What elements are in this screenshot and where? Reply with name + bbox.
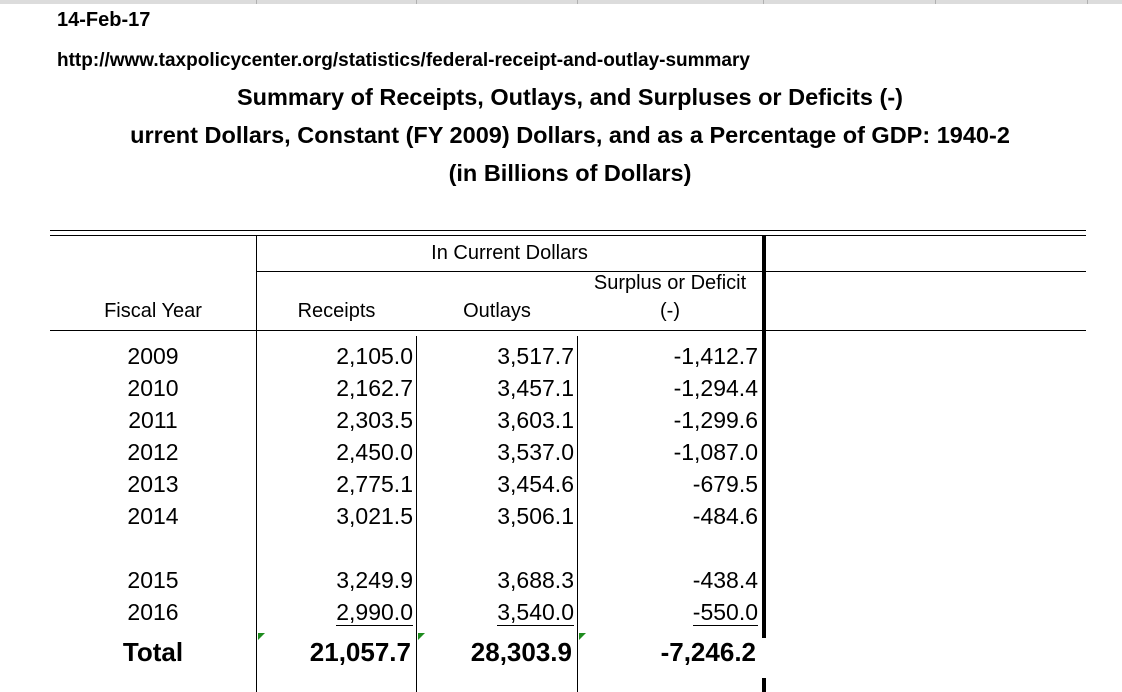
total-receipts[interactable]: 21,057.7 <box>309 637 411 667</box>
cell-surplus: -550.0 <box>692 599 758 626</box>
cell-surplus-wrapper[interactable]: -1,294.4 <box>578 375 758 401</box>
cell-receipts: 2,105.0 <box>336 343 413 369</box>
table-top-border <box>50 230 1086 231</box>
cell-outlays-wrapper[interactable]: 3,540.0 <box>417 599 574 626</box>
receipts-column-border <box>416 336 417 692</box>
cell-outlays-wrapper[interactable]: 3,506.1 <box>417 503 574 529</box>
report-units[interactable]: (in Billions of Dollars) <box>448 160 692 186</box>
group-header-rule <box>257 271 1086 272</box>
cell-outlays-wrapper[interactable]: 3,517.7 <box>417 343 574 369</box>
cell-receipts: 2,450.0 <box>336 439 413 465</box>
cell-year-wrapper[interactable]: 2009 <box>50 343 256 369</box>
cell-surplus-wrapper[interactable]: -550.0 <box>578 599 758 626</box>
cell-year: 2012 <box>127 439 179 465</box>
cell-surplus-wrapper[interactable]: -438.4 <box>578 567 758 593</box>
column-divider <box>935 0 936 4</box>
cell-outlays: 3,517.7 <box>497 343 574 369</box>
column-divider <box>763 0 764 4</box>
cell-surplus-wrapper[interactable]: -1,412.7 <box>578 343 758 369</box>
cell-surplus: -484.6 <box>692 503 758 529</box>
cell-year: 2014 <box>127 503 179 529</box>
surplus-column-border-thick <box>762 678 766 692</box>
column-divider <box>577 0 578 4</box>
formula-indicator-icon <box>579 633 586 640</box>
cell-receipts: 2,162.7 <box>336 375 413 401</box>
cell-surplus: -1,412.7 <box>673 343 758 369</box>
cell-receipts-wrapper[interactable]: 2,775.1 <box>257 471 413 497</box>
cell-receipts: 3,249.9 <box>336 567 413 593</box>
cell-year-wrapper[interactable]: 2016 <box>50 599 256 625</box>
report-title[interactable]: Summary of Receipts, Outlays, and Surplu… <box>237 84 903 110</box>
total-label[interactable]: Total <box>122 637 184 667</box>
surplus-column-border-thick <box>762 236 766 638</box>
cell-receipts-wrapper[interactable]: 2,450.0 <box>257 439 413 465</box>
cell-outlays: 3,688.3 <box>497 567 574 593</box>
cell-year: 2013 <box>127 471 179 497</box>
total-surplus[interactable]: -7,246.2 <box>660 637 756 667</box>
cell-surplus-wrapper[interactable]: -484.6 <box>578 503 758 529</box>
cell-outlays-wrapper[interactable]: 3,688.3 <box>417 567 574 593</box>
report-subtitle[interactable]: urrent Dollars, Constant (FY 2009) Dolla… <box>130 122 1010 148</box>
formula-indicator-icon <box>258 633 265 640</box>
cell-year-wrapper[interactable]: 2013 <box>50 471 256 497</box>
cell-surplus-wrapper[interactable]: -679.5 <box>578 471 758 497</box>
cell-receipts-wrapper[interactable]: 2,990.0 <box>257 599 413 626</box>
report-date[interactable]: 14-Feb-17 <box>57 9 151 31</box>
cell-outlays-wrapper[interactable]: 3,537.0 <box>417 439 574 465</box>
header-bottom-rule <box>50 330 1086 331</box>
formula-indicator-icon <box>418 633 425 640</box>
cell-outlays-wrapper[interactable]: 3,454.6 <box>417 471 574 497</box>
cell-outlays-wrapper[interactable]: 3,457.1 <box>417 375 574 401</box>
cell-receipts: 2,775.1 <box>336 471 413 497</box>
cell-outlays: 3,540.0 <box>497 599 574 626</box>
cell-year-wrapper[interactable]: 2010 <box>50 375 256 401</box>
group-header-current-dollars[interactable]: In Current Dollars <box>431 242 588 264</box>
cell-outlays: 3,454.6 <box>497 471 574 497</box>
cell-outlays-wrapper[interactable]: 3,603.1 <box>417 407 574 433</box>
total-outlays[interactable]: 28,303.9 <box>470 637 572 667</box>
year-column-border <box>256 236 257 692</box>
cell-surplus: -1,299.6 <box>673 407 758 433</box>
cell-receipts-wrapper[interactable]: 3,249.9 <box>257 567 413 593</box>
cell-year: 2015 <box>127 567 179 593</box>
header-outlays[interactable]: Outlays <box>463 300 531 322</box>
cell-receipts-wrapper[interactable]: 2,105.0 <box>257 343 413 369</box>
cell-receipts: 3,021.5 <box>336 503 413 529</box>
cell-year-wrapper[interactable]: 2014 <box>50 503 256 529</box>
cell-surplus-wrapper[interactable]: -1,087.0 <box>578 439 758 465</box>
cell-receipts-wrapper[interactable]: 2,303.5 <box>257 407 413 433</box>
cell-receipts: 2,990.0 <box>336 599 413 626</box>
cell-surplus: -679.5 <box>692 471 758 497</box>
cell-receipts-wrapper[interactable]: 2,162.7 <box>257 375 413 401</box>
header-receipts[interactable]: Receipts <box>297 300 376 322</box>
table-top-border-inner <box>50 235 1086 236</box>
cell-surplus: -1,087.0 <box>673 439 758 465</box>
source-url[interactable]: http://www.taxpolicycenter.org/statistic… <box>57 50 750 71</box>
header-surplus-line2[interactable]: (-) <box>660 300 680 322</box>
cell-receipts: 2,303.5 <box>336 407 413 433</box>
cell-receipts-wrapper[interactable]: 3,021.5 <box>257 503 413 529</box>
column-divider <box>256 0 257 4</box>
cell-year: 2009 <box>127 343 179 369</box>
cell-surplus: -438.4 <box>692 567 758 593</box>
column-divider <box>1087 0 1088 4</box>
cell-year-wrapper[interactable]: 2015 <box>50 567 256 593</box>
column-divider <box>416 0 417 4</box>
cell-outlays: 3,537.0 <box>497 439 574 465</box>
cell-year: 2011 <box>128 407 178 433</box>
header-fiscal-year[interactable]: Fiscal Year <box>104 300 202 322</box>
cell-surplus-wrapper[interactable]: -1,299.6 <box>578 407 758 433</box>
header-surplus-line1[interactable]: Surplus or Deficit <box>593 272 747 294</box>
cell-year: 2016 <box>127 599 179 625</box>
outlays-column-border <box>577 336 578 692</box>
cell-outlays: 3,457.1 <box>497 375 574 401</box>
cell-year: 2010 <box>127 375 179 401</box>
cell-year-wrapper[interactable]: 2011 <box>50 407 256 433</box>
cell-surplus: -1,294.4 <box>673 375 758 401</box>
cell-outlays: 3,506.1 <box>497 503 574 529</box>
sheet-top-strip <box>0 0 1122 4</box>
cell-outlays: 3,603.1 <box>497 407 574 433</box>
cell-year-wrapper[interactable]: 2012 <box>50 439 256 465</box>
